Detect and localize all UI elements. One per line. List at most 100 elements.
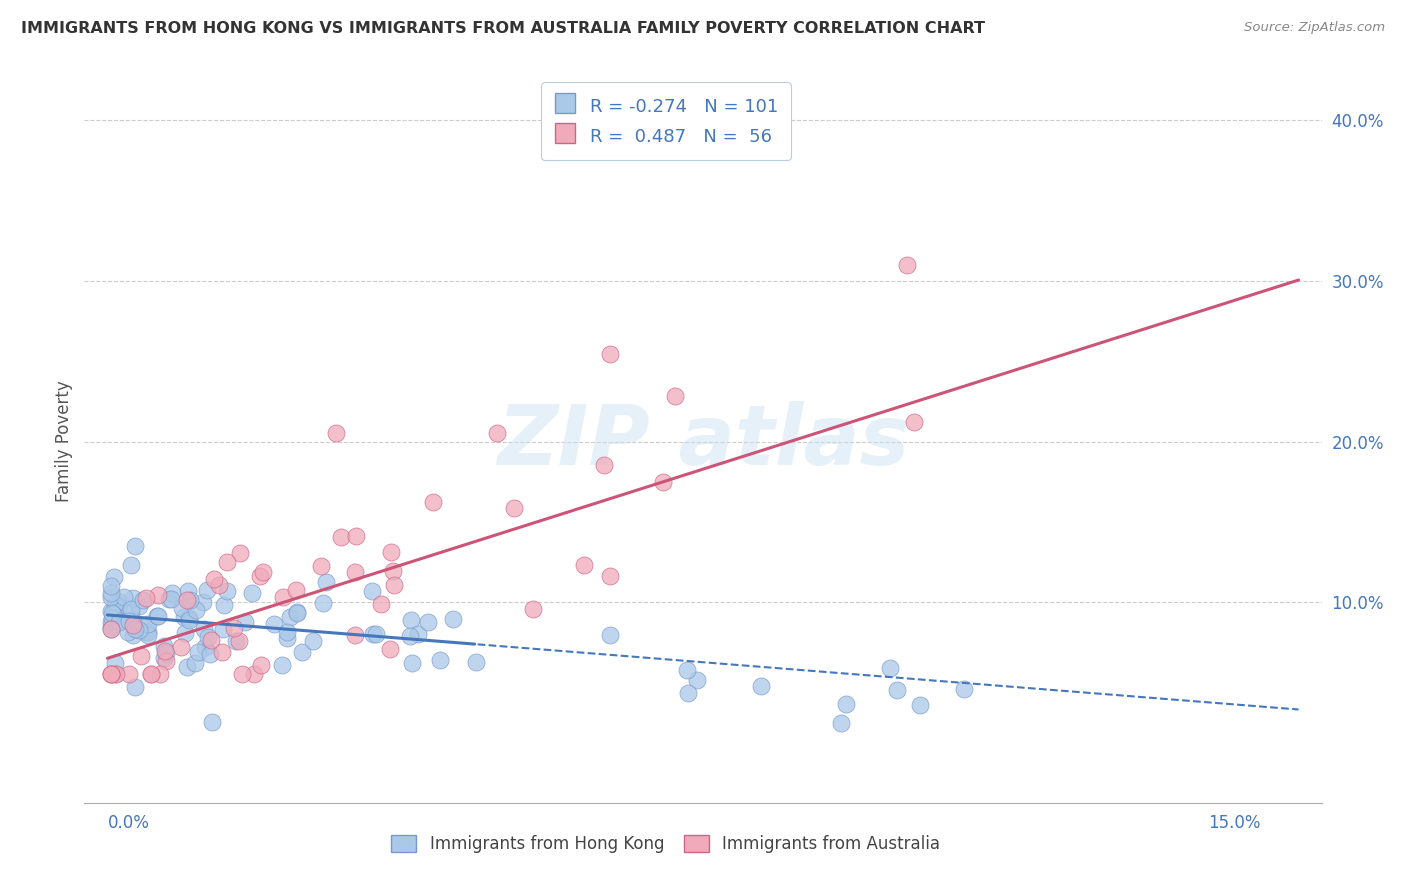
Point <box>406 627 429 641</box>
Point <box>252 565 274 579</box>
Point <box>382 565 405 579</box>
Point <box>101 607 124 621</box>
Point <box>104 656 127 670</box>
Point <box>193 622 215 636</box>
Point <box>896 258 918 272</box>
Point <box>128 599 150 613</box>
Point <box>153 643 176 657</box>
Point <box>599 628 621 642</box>
Point <box>157 591 180 606</box>
Point <box>107 599 129 614</box>
Point <box>225 634 247 648</box>
Point <box>100 586 122 600</box>
Point <box>177 583 200 598</box>
Text: IMMIGRANTS FROM HONG KONG VS IMMIGRANTS FROM AUSTRALIA FAMILY POVERTY CORRELATIO: IMMIGRANTS FROM HONG KONG VS IMMIGRANTS … <box>21 21 986 36</box>
Point <box>176 660 198 674</box>
Point <box>100 622 122 636</box>
Point <box>152 640 174 654</box>
Point <box>201 715 224 730</box>
Point <box>101 611 124 625</box>
Point <box>155 646 177 660</box>
Point <box>100 579 122 593</box>
Point <box>325 425 347 440</box>
Text: 15.0%: 15.0% <box>1208 814 1260 832</box>
Point <box>118 667 141 681</box>
Point <box>122 617 145 632</box>
Point <box>285 605 308 619</box>
Point <box>101 607 124 621</box>
Point <box>263 617 285 632</box>
Point <box>176 593 198 607</box>
Point <box>159 591 181 606</box>
Point <box>136 625 159 640</box>
Point <box>399 613 422 627</box>
Point <box>382 578 405 592</box>
Point <box>276 632 298 646</box>
Point <box>231 667 253 681</box>
Y-axis label: Family Poverty: Family Poverty <box>55 381 73 502</box>
Point <box>129 649 152 664</box>
Text: ZIP atlas: ZIP atlas <box>496 401 910 482</box>
Point <box>184 656 207 670</box>
Point <box>186 603 208 617</box>
Point <box>162 586 184 600</box>
Point <box>886 682 908 697</box>
Point <box>652 475 675 490</box>
Point <box>100 667 122 681</box>
Point <box>128 623 150 637</box>
Point <box>197 630 219 644</box>
Point <box>129 617 152 632</box>
Point <box>100 604 122 618</box>
Point <box>136 617 159 632</box>
Point <box>502 500 524 515</box>
Point <box>170 640 193 654</box>
Point <box>361 627 384 641</box>
Point <box>399 629 422 643</box>
Point <box>664 389 686 403</box>
Point <box>276 625 298 640</box>
Point <box>952 681 974 696</box>
Point <box>422 494 444 508</box>
Point <box>174 625 197 640</box>
Point <box>100 623 122 637</box>
Point <box>572 558 595 572</box>
Point <box>121 591 143 605</box>
Point <box>124 622 146 636</box>
Point <box>153 650 176 665</box>
Point <box>285 583 308 598</box>
Point <box>124 539 146 553</box>
Point <box>104 667 127 681</box>
Point <box>202 572 225 586</box>
Point <box>686 673 709 687</box>
Point <box>177 613 200 627</box>
Point <box>401 656 423 670</box>
Point <box>105 667 128 681</box>
Point <box>834 697 856 711</box>
Point <box>215 584 238 599</box>
Point <box>465 655 488 669</box>
Point <box>903 415 925 429</box>
Point <box>179 593 201 607</box>
Point <box>103 570 125 584</box>
Point <box>485 425 508 440</box>
Point <box>418 615 440 629</box>
Point <box>364 626 387 640</box>
Point <box>676 663 699 677</box>
Point <box>217 555 239 569</box>
Point <box>879 661 901 675</box>
Point <box>211 645 233 659</box>
Point <box>198 647 221 661</box>
Point <box>214 598 236 612</box>
Point <box>343 628 366 642</box>
Text: Source: ZipAtlas.com: Source: ZipAtlas.com <box>1244 21 1385 34</box>
Point <box>830 715 852 730</box>
Point <box>208 578 231 592</box>
Point <box>139 667 162 681</box>
Point <box>124 681 146 695</box>
Point <box>380 544 402 558</box>
Point <box>312 596 335 610</box>
Point <box>908 698 931 713</box>
Point <box>146 609 169 624</box>
Point <box>149 667 172 681</box>
Point <box>370 597 392 611</box>
